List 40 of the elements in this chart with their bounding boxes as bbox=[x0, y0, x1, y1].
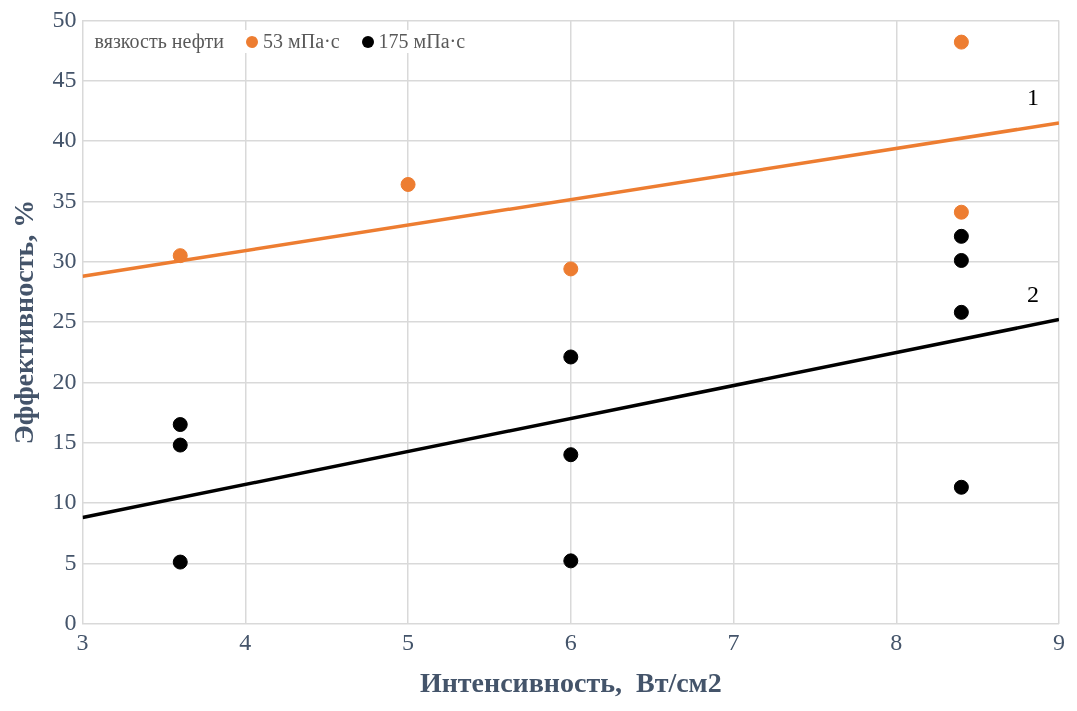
y-tick-label: 30 bbox=[52, 246, 77, 273]
point bbox=[953, 479, 969, 495]
y-tick-label: 40 bbox=[52, 126, 77, 153]
y-tick-label: 50 bbox=[52, 5, 77, 32]
y-tick-label: 5 bbox=[64, 548, 77, 575]
y-tick-label: 45 bbox=[52, 66, 77, 93]
y-tick-label: 35 bbox=[52, 186, 77, 213]
y-tick-label: 10 bbox=[52, 488, 77, 515]
annotation: 2 bbox=[1027, 280, 1039, 307]
y-tick-label: 15 bbox=[52, 427, 77, 454]
x-tick-label: 4 bbox=[239, 629, 252, 656]
x-tick-label: 6 bbox=[564, 629, 577, 656]
x-tick-label: 8 bbox=[890, 629, 903, 656]
point bbox=[172, 417, 188, 433]
point bbox=[953, 252, 969, 268]
point bbox=[953, 34, 969, 50]
point bbox=[172, 554, 188, 570]
x-tick-label: 3 bbox=[76, 629, 89, 656]
y-axis-title: Эффективность, % bbox=[8, 199, 40, 445]
point bbox=[953, 204, 969, 220]
annotation: 1 bbox=[1027, 84, 1039, 111]
y-tick-label: 20 bbox=[52, 367, 77, 394]
point bbox=[172, 437, 188, 453]
point bbox=[563, 553, 579, 569]
point bbox=[400, 176, 416, 192]
point bbox=[563, 447, 579, 463]
legend-title: вязкость нефти bbox=[94, 30, 225, 54]
legend-label: 175 мПа·с bbox=[378, 30, 466, 54]
point bbox=[953, 228, 969, 244]
y-tick-label: 0 bbox=[64, 608, 77, 635]
point bbox=[953, 304, 969, 320]
legend-label: 53 мПа·с bbox=[263, 30, 340, 54]
x-axis-title: Интенсивность, Вт/см2 bbox=[419, 667, 722, 699]
x-tick-label: 7 bbox=[727, 629, 740, 656]
point bbox=[563, 349, 579, 365]
x-tick-label: 9 bbox=[1053, 629, 1065, 656]
x-tick-label: 5 bbox=[402, 629, 415, 656]
point bbox=[563, 261, 579, 277]
y-tick-label: 25 bbox=[52, 307, 77, 334]
point bbox=[172, 248, 188, 264]
